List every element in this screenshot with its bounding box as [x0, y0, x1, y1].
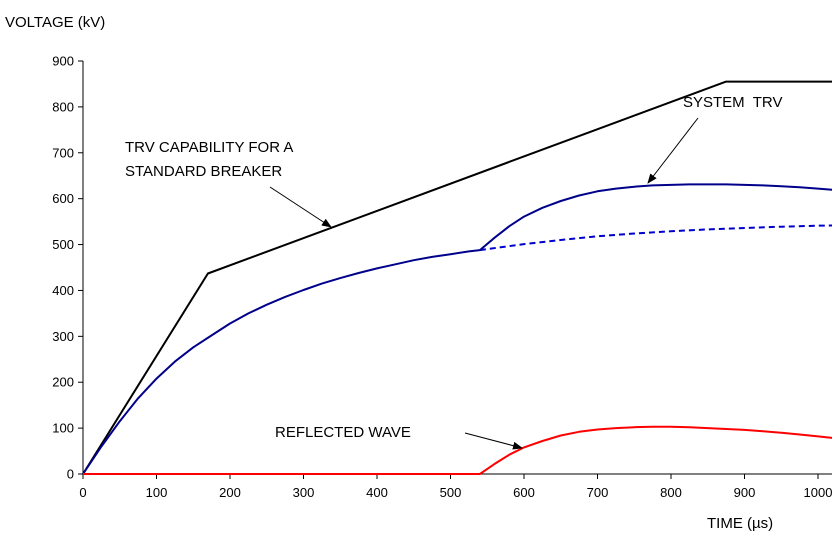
series-layer [82, 80, 832, 475]
x-tick-label: 600 [513, 485, 535, 500]
svg-text:TRV CAPABILITY FOR A STA: TRV CAPABILITY FOR A STANDARD BREAKER [125, 139, 297, 180]
y-tick-label: 300 [52, 329, 74, 344]
annotation-reflected-wave-arrow [464, 432, 523, 450]
x-tick-label: 300 [293, 485, 315, 500]
x-tick-label: 100 [146, 485, 168, 500]
annotation-system-trv: SYSTEM TRV [647, 94, 782, 184]
x-tick-label: 500 [440, 485, 462, 500]
y-tick-label: 400 [52, 283, 74, 298]
series-line-2 [479, 224, 832, 252]
x-tick-label: 400 [366, 485, 388, 500]
x-ticks: 0 100 200 300 400 500 600 700 800 900 1000 [79, 474, 832, 500]
x-tick-label: 1000 [804, 485, 832, 500]
y-axis-title: VOLTAGE (kV) [5, 14, 105, 31]
series-line-4 [83, 425, 832, 475]
annotation-trv-capability: TRV CAPABILITY FOR A STANDARD BREAKER [125, 139, 332, 228]
annotation-system-trv-arrow [647, 117, 699, 184]
series-line-3 [479, 183, 832, 251]
y-tick-label: 900 [52, 54, 74, 69]
y-tick-label: 500 [52, 237, 74, 252]
y-tick-label: 100 [52, 421, 74, 436]
annotation-trv-capability-line1: TRV CAPABILITY FOR A [125, 139, 293, 156]
x-axis-title: TIME (µs) [707, 515, 773, 532]
series-line-1 [82, 249, 481, 475]
x-tick-label: 700 [587, 485, 609, 500]
annotation-reflected-wave-label: REFLECTED WAVE [275, 424, 411, 441]
y-tick-label: 200 [52, 375, 74, 390]
annotation-system-trv-label: SYSTEM TRV [683, 94, 782, 111]
x-tick-label: 0 [79, 485, 86, 500]
y-tick-label: 0 [67, 467, 74, 482]
series-line-0 [82, 80, 832, 475]
y-tick-label: 700 [52, 145, 74, 160]
annotation-trv-capability-arrow [269, 186, 332, 228]
y-ticks: 0 100 200 300 400 500 600 700 800 900 [52, 54, 83, 482]
x-tick-label: 800 [660, 485, 682, 500]
annotation-trv-capability-line2: STANDARD BREAKER [125, 163, 282, 180]
x-tick-label: 200 [219, 485, 241, 500]
x-tick-label: 900 [734, 485, 756, 500]
y-tick-label: 800 [52, 99, 74, 114]
annotation-reflected-wave: REFLECTED WAVE [275, 424, 523, 450]
y-tick-label: 600 [52, 191, 74, 206]
